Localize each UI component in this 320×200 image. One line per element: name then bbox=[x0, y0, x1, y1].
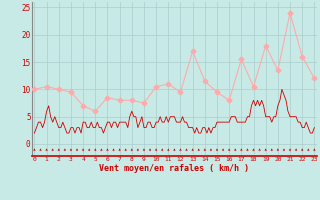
X-axis label: Vent moyen/en rafales ( km/h ): Vent moyen/en rafales ( km/h ) bbox=[100, 164, 249, 173]
